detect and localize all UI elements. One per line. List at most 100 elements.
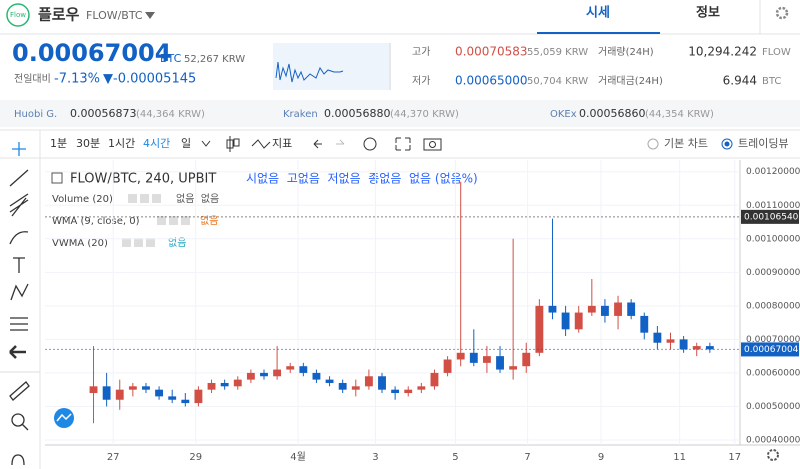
- mode-option[interactable]: 기본 차트: [664, 137, 708, 150]
- interval[interactable]: 30분: [76, 137, 100, 150]
- radio[interactable]: [721, 138, 733, 150]
- candle-body: [273, 369, 282, 377]
- mini-chart-bg: [273, 43, 391, 90]
- study-name: VWMA (20): [52, 238, 108, 249]
- candle-body: [587, 305, 596, 313]
- tab-label[interactable]: 시세: [586, 6, 610, 21]
- candle-body: [286, 366, 295, 370]
- price-label-bg: [741, 209, 799, 224]
- stat-krw: 50,704 KRW: [527, 76, 588, 87]
- candle-body: [640, 315, 649, 333]
- x-tick-label: 9: [598, 452, 604, 463]
- radio[interactable]: [647, 138, 659, 150]
- change-label: 전일대비: [14, 73, 51, 85]
- mode-option[interactable]: 트레이딩뷰: [738, 137, 789, 150]
- exchange-price: 0.00056880: [324, 107, 390, 120]
- study-name: Volume (20): [52, 194, 113, 205]
- interval[interactable]: 1분: [50, 137, 67, 150]
- candle-body: [89, 386, 98, 394]
- candle-body: [548, 305, 557, 313]
- y-tick-label: 0.00060000: [746, 368, 800, 378]
- candle-body: [404, 389, 413, 394]
- price-label: 0.00106540: [744, 212, 799, 222]
- mini-chart: [275, 61, 344, 83]
- logo: Flow: [10, 11, 26, 19]
- stat-label: 거래대금(24H): [598, 75, 663, 87]
- candle-body: [391, 389, 400, 394]
- candle-body: [207, 382, 216, 390]
- candle-body: [378, 376, 386, 390]
- chart-settings[interactable]: [767, 449, 779, 461]
- exchange-krw: (44,354 KRW): [645, 109, 714, 120]
- candle-body: [233, 379, 242, 387]
- candle-body: [443, 359, 452, 373]
- interval[interactable]: 1시간: [108, 137, 135, 150]
- ohlc-legend: 시없음 고없음 저없음 종없음 없음 (없음%): [246, 172, 478, 186]
- exchange-price: 0.00056860: [579, 107, 645, 120]
- tab-label[interactable]: 정보: [696, 5, 720, 21]
- study-values: 없음: [200, 214, 218, 227]
- settings-icon[interactable]: [775, 6, 789, 20]
- price-krw: 52,267 KRW: [184, 54, 245, 65]
- y-tick-label: 0.00040000: [746, 435, 800, 445]
- candle-body: [679, 339, 688, 350]
- candle-body: [102, 386, 111, 400]
- change-pct: -7.13%: [54, 72, 100, 87]
- candle-body: [522, 352, 531, 367]
- exchange-price: 0.00056873: [70, 107, 136, 120]
- candle-body: [168, 396, 177, 400]
- exchange-name: Huobi G.: [14, 109, 57, 120]
- candle-body: [417, 386, 426, 390]
- tab[interactable]: [537, 0, 660, 34]
- stat-value: 10,294.242: [688, 45, 757, 59]
- stat-unit: BTC: [762, 76, 781, 87]
- candle-body: [312, 372, 321, 380]
- study-name: WMA (9, close, 0): [52, 216, 140, 227]
- candle-body: [653, 332, 662, 343]
- stat-value: 0.00065000: [455, 74, 528, 88]
- x-tick-label: 5: [452, 452, 458, 463]
- x-tick-label: 29: [189, 452, 202, 463]
- y-tick-label: 0.00070000: [746, 335, 800, 345]
- coin-name: 플로우: [38, 6, 80, 24]
- stat-label: 거래량(24H): [598, 46, 654, 58]
- stat-label: 저가: [412, 75, 430, 87]
- x-tick-label: 17: [728, 452, 741, 463]
- candle-body: [155, 389, 164, 397]
- candle-body: [181, 399, 190, 404]
- x-tick-label: 3: [372, 452, 378, 463]
- exchange-krw: (44,364 KRW): [136, 109, 205, 120]
- candle-body: [338, 382, 347, 390]
- x-tick-label: 11: [673, 452, 686, 463]
- stat-label: 고가: [412, 46, 430, 58]
- interval[interactable]: 4시간: [143, 137, 170, 150]
- candle-body: [364, 376, 373, 387]
- candle-body: [482, 356, 491, 363]
- candle-body: [260, 372, 268, 377]
- price-label-bg: [741, 342, 799, 357]
- y-tick-label: 0.00100000: [746, 234, 800, 244]
- candle-body: [666, 339, 675, 343]
- dropdown[interactable]: [145, 12, 155, 19]
- y-tick-label: 0.00090000: [746, 268, 800, 278]
- candle-body: [246, 372, 255, 380]
- candle-body: [561, 312, 570, 330]
- candle-body: [574, 312, 583, 330]
- candle-body: [469, 352, 478, 363]
- interval[interactable]: 일: [181, 136, 191, 150]
- price-label: 0.00067004: [744, 345, 799, 355]
- exchange-name: Kraken: [283, 109, 318, 120]
- candle-body: [692, 346, 701, 350]
- x-tick-label: 27: [107, 452, 120, 463]
- candle-body: [601, 305, 609, 316]
- stat-value: 0.00070583: [455, 45, 528, 59]
- stat-value: 6.944: [723, 74, 757, 88]
- chart-title: FLOW/BTC, 240, UPBIT: [70, 172, 216, 187]
- y-tick-label: 0.00110000: [746, 201, 800, 211]
- candle-body: [128, 386, 137, 390]
- indicator-button[interactable]: 지표: [272, 137, 292, 150]
- x-tick-label: 7: [524, 452, 530, 463]
- candle-body: [194, 389, 203, 404]
